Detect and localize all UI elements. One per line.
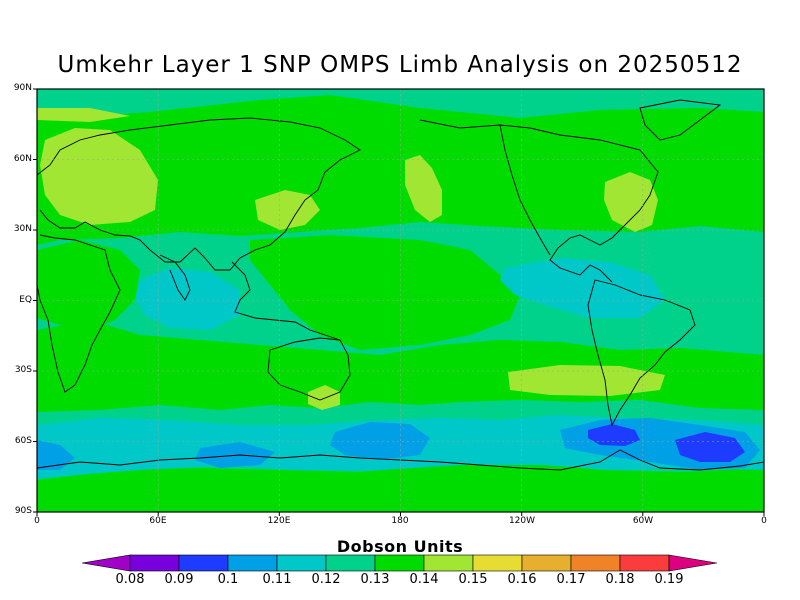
- colorbar-swatch: [276, 554, 327, 572]
- lat-label-30s: 30S: [14, 365, 32, 375]
- colorbar-swatch: [178, 554, 229, 572]
- colorbar: [81, 554, 718, 572]
- colorbar-label: 0.16: [507, 572, 537, 587]
- lat-label-90s: 90S: [14, 506, 32, 516]
- lat-label-60n: 60N: [13, 154, 32, 164]
- colorbar-swatch: [472, 554, 523, 572]
- field-region-africa-south-low: [37, 440, 75, 470]
- field-region-green-antarctic: [37, 462, 764, 512]
- colorbar-high-arrow: [668, 554, 718, 572]
- field-region-south-america-low: [500, 258, 665, 318]
- field-region-weddell-min: [675, 432, 745, 462]
- colorbar-swatch: [423, 554, 474, 572]
- lon-label-0: 0: [34, 516, 40, 526]
- field-region-indian-ocean: [135, 268, 240, 330]
- coastline-south-america: [587, 279, 696, 427]
- colorbar-swatch: [570, 554, 621, 572]
- field-region-australia-high: [308, 385, 340, 410]
- graticule: [37, 89, 764, 512]
- lon-label-120e: 120E: [267, 516, 291, 526]
- field-region-north-rim: [37, 108, 130, 122]
- map-title: Umkehr Layer 1 SNP OMPS Limb Analysis on…: [57, 52, 743, 78]
- colorbar-swatch: [619, 554, 670, 572]
- lat-label-30n: 30N: [13, 224, 32, 234]
- field-region-drake-passage-min: [588, 424, 640, 446]
- colorbar-label: 0.08: [115, 572, 145, 587]
- colorbar-label: 0.1: [217, 572, 239, 587]
- lon-label-60e: 60E: [149, 516, 167, 526]
- lon-label-60w: 60W: [632, 516, 654, 526]
- lon-label-180: 180: [391, 516, 409, 526]
- coastline-greenland: [639, 99, 722, 141]
- field-region-indian-south-low: [330, 422, 430, 460]
- field-region-atlantic-high: [604, 172, 658, 232]
- lon-label-120w: 120W: [508, 516, 536, 526]
- colorbar-swatch: [325, 554, 376, 572]
- field-region-east-asia-high: [255, 190, 320, 230]
- colorbar-label: 0.13: [360, 572, 390, 587]
- field-region-south-pacific-high: [508, 365, 665, 396]
- coastline-europe-asia: [37, 117, 361, 271]
- colorbar-label: 0.14: [409, 572, 439, 587]
- coastline-australia: [267, 337, 351, 401]
- colorbar-label: 0.12: [311, 572, 341, 587]
- lat-label-eq: EQ: [19, 295, 32, 305]
- colorbar-label: 0.09: [164, 572, 194, 587]
- lat-label-60s: 60S: [14, 436, 32, 446]
- colorbar-swatch: [129, 554, 180, 572]
- field-region-europe-high: [40, 128, 158, 225]
- colorbar-label: 0.18: [605, 572, 635, 587]
- coastline-north-america: [419, 119, 659, 283]
- coastline-africa: [37, 234, 121, 393]
- colorbar-label: 0.19: [654, 572, 684, 587]
- colorbar-swatch: [374, 554, 425, 572]
- colorbar-label: 0.11: [262, 572, 292, 587]
- field-region-green-africa: [37, 240, 140, 330]
- coastline-north-america-west: [499, 124, 551, 256]
- colorbar-low-arrow: [81, 554, 131, 572]
- colorbar-swatch: [521, 554, 572, 572]
- coastline-southeast-asia: [231, 261, 341, 341]
- field-region-green-pacific: [250, 235, 520, 350]
- coastline-antarctica: [37, 449, 764, 471]
- axis-ticks: [33, 88, 765, 516]
- lat-label-90n: 90N: [13, 83, 32, 93]
- colorbar-label: 0.17: [556, 572, 586, 587]
- field-region-pacific-high: [405, 155, 442, 222]
- lon-label-0-east: 0: [761, 516, 767, 526]
- coastlines: [37, 99, 764, 471]
- colorbar-label: 0.15: [458, 572, 488, 587]
- coastline-india: [159, 254, 191, 301]
- colorbar-swatch: [227, 554, 278, 572]
- colorbar-title: Dobson Units: [336, 537, 464, 556]
